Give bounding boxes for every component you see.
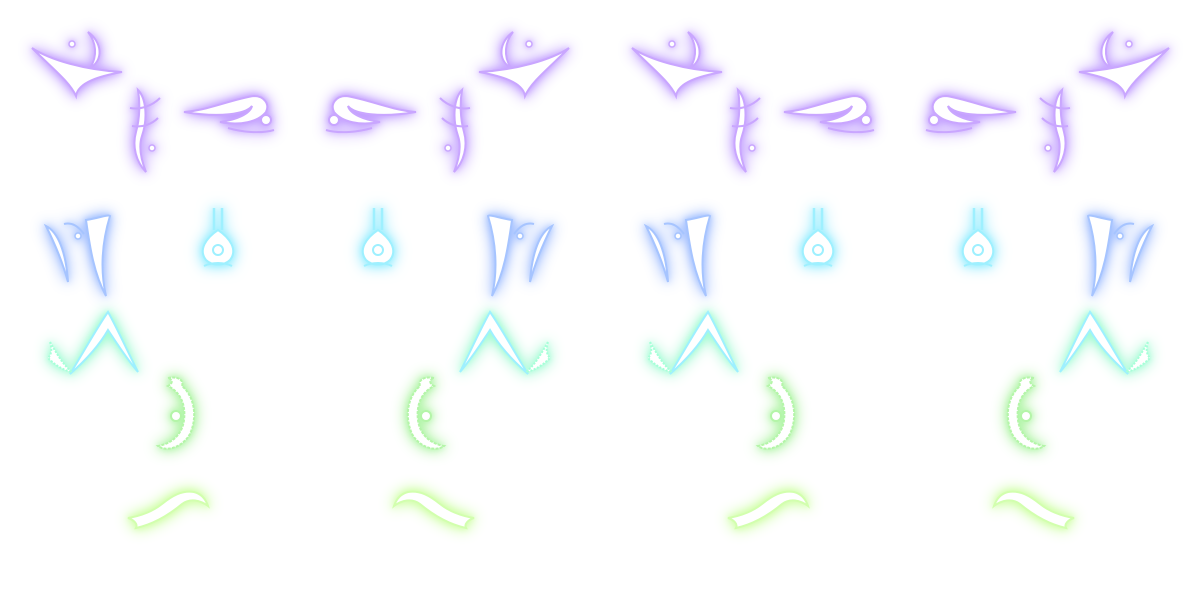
crescent-rune-icon: [476, 30, 571, 100]
pillar-rune-icon: [643, 212, 712, 298]
spire-rune-icon: [728, 87, 762, 173]
chevron-rune-icon: [46, 308, 140, 378]
crescent-rune-icon: [1076, 30, 1171, 100]
drop-rune-icon: [356, 206, 400, 268]
wave-rune-icon: [726, 486, 810, 530]
wing-rune-icon: [922, 92, 1020, 138]
pillar-rune-icon: [486, 212, 555, 298]
pillar-rune-icon: [1086, 212, 1155, 298]
rune-panel-right: [600, 0, 1200, 600]
crescent-rune-icon: [630, 30, 725, 100]
wave-rune-icon: [126, 486, 210, 530]
chevron-rune-icon: [646, 308, 740, 378]
crescent-rune-icon: [30, 30, 125, 100]
rune-panel-left: [30, 30, 571, 530]
chevron-rune-icon: [1058, 308, 1152, 378]
coil-rune-icon: [754, 374, 800, 454]
drop-rune-icon: [196, 206, 240, 268]
coil-rune-icon: [402, 374, 448, 454]
wing-rune-icon: [780, 92, 878, 138]
drop-rune-icon: [956, 206, 1000, 268]
wing-rune-icon: [322, 92, 420, 138]
wave-rune-icon: [992, 486, 1076, 530]
coil-rune-icon: [1002, 374, 1048, 454]
pillar-rune-icon: [43, 212, 112, 298]
wing-rune-icon: [180, 92, 278, 138]
spire-rune-icon: [1038, 87, 1072, 173]
spire-rune-icon: [128, 87, 162, 173]
wave-rune-icon: [392, 486, 476, 530]
chevron-rune-icon: [458, 308, 552, 378]
spire-rune-icon: [438, 87, 472, 173]
drop-rune-icon: [796, 206, 840, 268]
coil-rune-icon: [154, 374, 200, 454]
